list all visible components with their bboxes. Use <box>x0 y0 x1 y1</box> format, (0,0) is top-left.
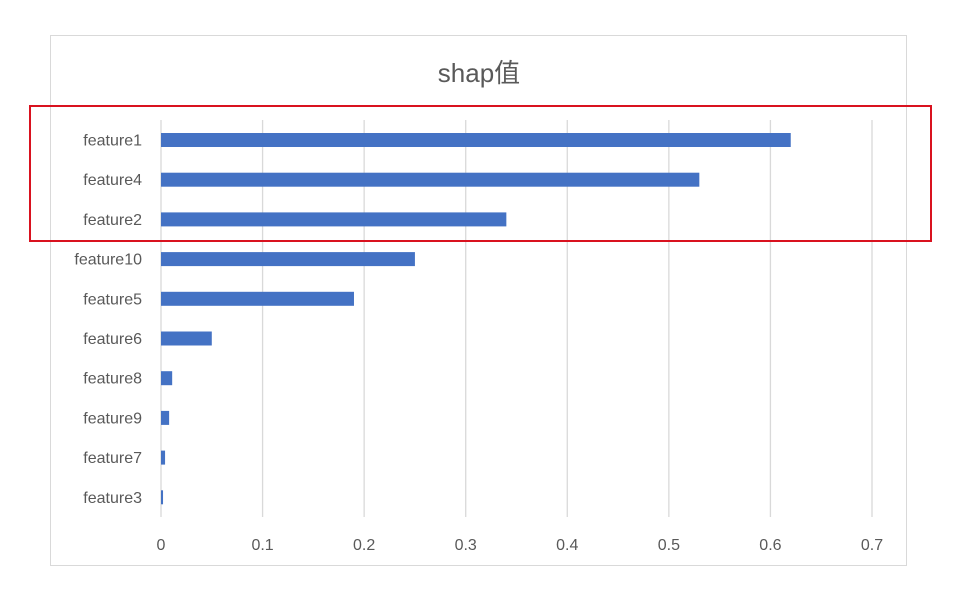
category-label-feature8: feature8 <box>83 371 142 388</box>
bar-feature4 <box>161 172 700 187</box>
x-tick-label: 0.1 <box>251 537 273 554</box>
bar-feature7 <box>161 450 166 465</box>
chart-title: shap值 <box>438 58 520 88</box>
category-label-feature2: feature2 <box>83 212 142 229</box>
bar-feature1 <box>161 133 791 147</box>
category-label-feature4: feature4 <box>83 172 142 189</box>
x-tick-label: 0.7 <box>861 537 883 554</box>
bar-feature2 <box>161 212 507 227</box>
x-tick-label: 0.5 <box>658 537 680 554</box>
x-tick-label: 0.6 <box>759 537 781 554</box>
category-label-feature1: feature1 <box>83 133 142 150</box>
category-label-feature5: feature5 <box>83 291 142 308</box>
bar-feature10 <box>161 252 415 267</box>
bar-feature3 <box>161 490 164 505</box>
bar-feature9 <box>161 410 170 425</box>
x-tick-label: 0.4 <box>556 537 578 554</box>
x-tick-label: 0 <box>157 537 166 554</box>
category-label-feature3: feature3 <box>83 490 142 507</box>
category-label-feature10: feature10 <box>74 252 142 269</box>
x-tick-label: 0.2 <box>353 537 375 554</box>
x-tick-labels: 0 0.1 0.2 0.3 0.4 0.5 0.6 0.7 <box>157 537 884 554</box>
bar-feature6 <box>161 331 212 346</box>
category-label-feature6: feature6 <box>83 331 142 348</box>
category-label-feature9: feature9 <box>83 410 142 427</box>
category-labels: feature1 feature4 feature2 feature10 feature… <box>74 133 142 507</box>
bars <box>161 133 791 505</box>
bar-feature8 <box>161 371 173 386</box>
bar-feature5 <box>161 291 354 306</box>
category-label-feature7: feature7 <box>83 450 142 467</box>
x-tick-label: 0.3 <box>455 537 477 554</box>
